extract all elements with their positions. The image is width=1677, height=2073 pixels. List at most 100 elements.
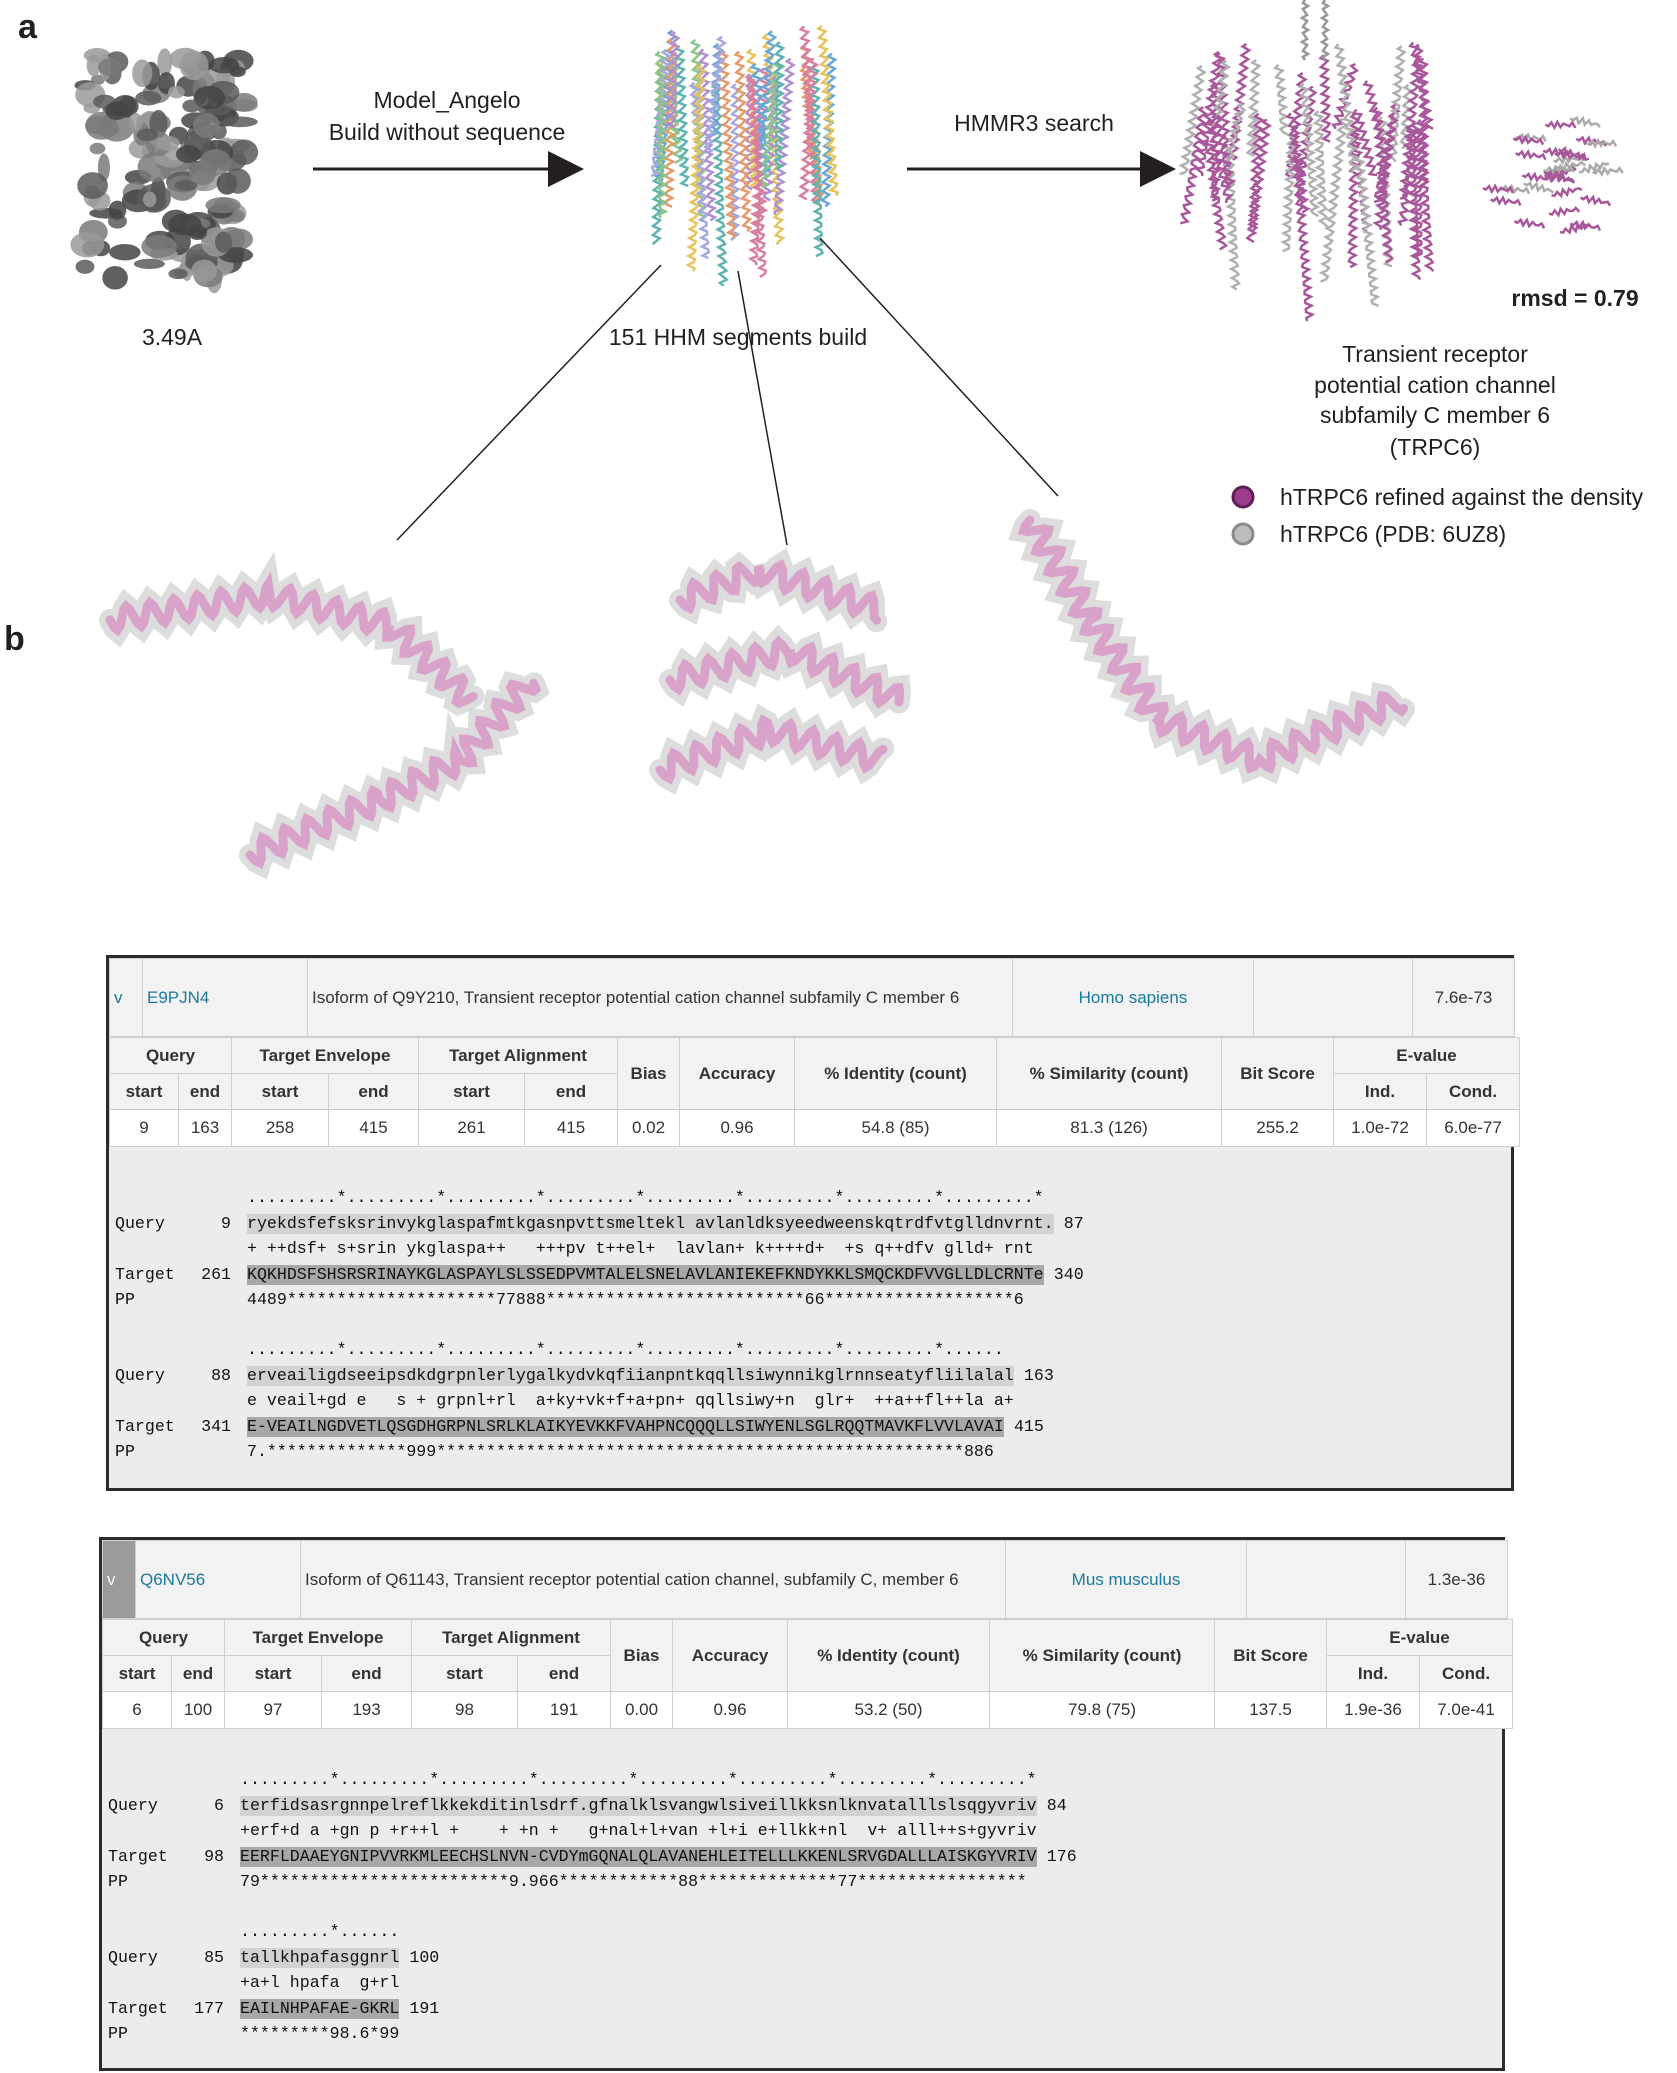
score-cell: 81.3 (126) — [996, 1109, 1223, 1147]
density-blob — [141, 234, 177, 258]
trpc6-top-ribbon — [1579, 194, 1612, 207]
column-header: Accuracy — [672, 1619, 789, 1692]
trpc6-top-ribbon — [1523, 181, 1555, 194]
alignment-start: 261 — [201, 1264, 231, 1284]
trpc6-top-ribbon — [1551, 186, 1583, 199]
trpc6-ribbon — [1245, 118, 1272, 244]
alignment-label: Target — [108, 1846, 168, 1866]
density-blob — [70, 232, 105, 258]
score-cell: 415 — [328, 1109, 420, 1147]
alignment-ruler: .........*.........*.........*.........*… — [102, 1770, 1502, 1790]
model-ribbon — [665, 31, 681, 129]
trpc6-ribbon — [1178, 64, 1207, 176]
trpc6-ribbon — [1333, 43, 1361, 174]
model-ribbon — [717, 49, 738, 240]
sub-header: Ind. — [1333, 1073, 1428, 1110]
density-blob — [157, 48, 173, 77]
alignment-seq: KQKHDSFSHSRSRINAYKGLASPAYLSLSSEDPVMTALEL… — [247, 1264, 1044, 1285]
alignment-match: +erf+d a +gn p +r++l + + +n + g+nal+l+va… — [102, 1821, 1502, 1841]
model-ribbon — [729, 83, 742, 242]
score-cell: 100 — [170, 1691, 226, 1729]
summary-row: v E9PJN4 Isoform of Q9Y210, Transient rece… — [109, 958, 1515, 1037]
accession-link[interactable]: E9PJN4 — [142, 958, 308, 1037]
protein-name: subfamily C member 6 — [1320, 402, 1550, 428]
alignment-target: Target 341 E-VEAILNGDVETLQSGDHGRPNLSRLKLAI… — [109, 1416, 1511, 1437]
alignment-end: 191 — [409, 1998, 440, 2018]
summary-row: v Q6NV56 Isoform of Q61143, Transient rece… — [102, 1540, 1508, 1619]
arrow-label: HMMR3 search — [954, 110, 1114, 136]
sub-header: start — [224, 1655, 323, 1692]
alignment-seq: +a+l hpafa g+rl — [240, 1973, 400, 1992]
score-cell: 163 — [177, 1109, 233, 1147]
trpc6-ribbon — [1299, 0, 1311, 61]
evalue: 1.3e-36 — [1405, 1540, 1508, 1619]
alignment-match: e veail+gd e s + grpnl+rl a+ky+vk+f+a+pn… — [109, 1391, 1511, 1411]
header-row: start end start end start end Ind. Cond. — [109, 1073, 1521, 1110]
density-blob — [132, 59, 153, 88]
score-cell: 79.8 (75) — [989, 1691, 1216, 1729]
alignment-query: Query 9 ryekdsfefsksrinvykglaspafmtkgasnpv… — [109, 1213, 1511, 1234]
alignment-start: 88 — [211, 1365, 231, 1385]
model-ribbon — [816, 24, 840, 197]
organism-link[interactable]: Homo sapiens — [1012, 958, 1254, 1037]
trpc6-top-ribbon — [1585, 137, 1618, 149]
legend-label: hTRPC6 refined against the density — [1280, 484, 1644, 510]
model-ribbon — [664, 37, 678, 209]
score-cell: 97 — [224, 1691, 323, 1729]
density-blob — [221, 116, 258, 128]
model-ribbon — [733, 50, 753, 233]
trpc6-ribbon — [1318, 54, 1332, 143]
toggle[interactable]: v — [109, 958, 143, 1037]
trpc6-ribbon — [1245, 58, 1262, 158]
trpc6-ribbon — [1290, 154, 1316, 322]
sub-header: start — [109, 1073, 179, 1110]
trpc6-top-ribbon — [1554, 149, 1586, 161]
alignment-seq: ryekdsfefsksrinvykglaspafmtkgasnpvttsmel… — [247, 1213, 1054, 1234]
model-ribbon — [773, 57, 796, 215]
blank — [1253, 958, 1413, 1037]
score-cell: 1.9e-36 — [1326, 1691, 1421, 1729]
trpc6-ribbon — [1319, 0, 1331, 61]
model-ribbon — [703, 35, 728, 155]
hit-panel: v E9PJN4 Isoform of Q9Y210, Transient rece… — [106, 955, 1521, 1491]
sub-header: Cond. — [1419, 1655, 1514, 1692]
alignment-ruler: .........*.........*.........*.........*… — [109, 1188, 1511, 1208]
sub-header: end — [177, 1073, 233, 1110]
score-row: 6 100 97 193 98 191 0.00 0.96 53.2 (50) 79.8 (75)… — [102, 1691, 1514, 1729]
alignment-seq: tallkhpafasggnrl — [240, 1947, 400, 1968]
trpc6-ribbon — [1398, 43, 1425, 200]
density-blob — [193, 113, 221, 139]
score-cell: 193 — [321, 1691, 413, 1729]
alignment-label: PP — [115, 1442, 135, 1461]
density-blob — [105, 101, 129, 120]
model-ribbon — [797, 57, 820, 201]
model-ribbon — [653, 50, 669, 219]
density-blob — [135, 90, 162, 106]
hit-scores: Query Target Envelope Target Alignment Bias… — [108, 1037, 1521, 1147]
alignment-seq: EERFLDAAEYGNIPVVRKMLEECHSLNVN-CVDYmGQNAL… — [240, 1846, 1037, 1867]
alignment-label: PP — [108, 2024, 128, 2043]
model-ribbon — [798, 25, 822, 204]
alignment-start: 9 — [221, 1213, 231, 1233]
organism-link[interactable]: Mus musculus — [1005, 1540, 1247, 1619]
trpc6-top-ribbon — [1498, 183, 1531, 195]
group-header: Target Alignment — [418, 1037, 619, 1074]
toggle[interactable]: v — [102, 1540, 136, 1619]
sub-header: Ind. — [1326, 1655, 1421, 1692]
density-blob — [89, 142, 106, 155]
score-cell: 0.96 — [679, 1109, 796, 1147]
model-ribbon — [761, 33, 786, 246]
alignment-seq: .........*.........*.........*.........*… — [247, 1340, 1004, 1359]
trpc6-ribbon — [1222, 102, 1247, 167]
description: Isoform of Q9Y210, Transient receptor po… — [307, 958, 1013, 1037]
score-cell: 0.96 — [672, 1691, 789, 1729]
alignment-ruler: .........*.........*.........*.........*… — [109, 1340, 1511, 1360]
accession-link[interactable]: Q6NV56 — [135, 1540, 301, 1619]
alignment-seq: E-VEAILNGDVETLQSGDHGRPNLSRLKLAIKYEVKKFVA… — [247, 1416, 1004, 1437]
density-blob — [229, 139, 259, 165]
header-row: Query Target Envelope Target Alignment Bias… — [108, 1037, 1521, 1110]
sub-header: start — [231, 1073, 330, 1110]
score-cell: 0.02 — [617, 1109, 681, 1147]
alignment-label: Target — [115, 1264, 175, 1284]
